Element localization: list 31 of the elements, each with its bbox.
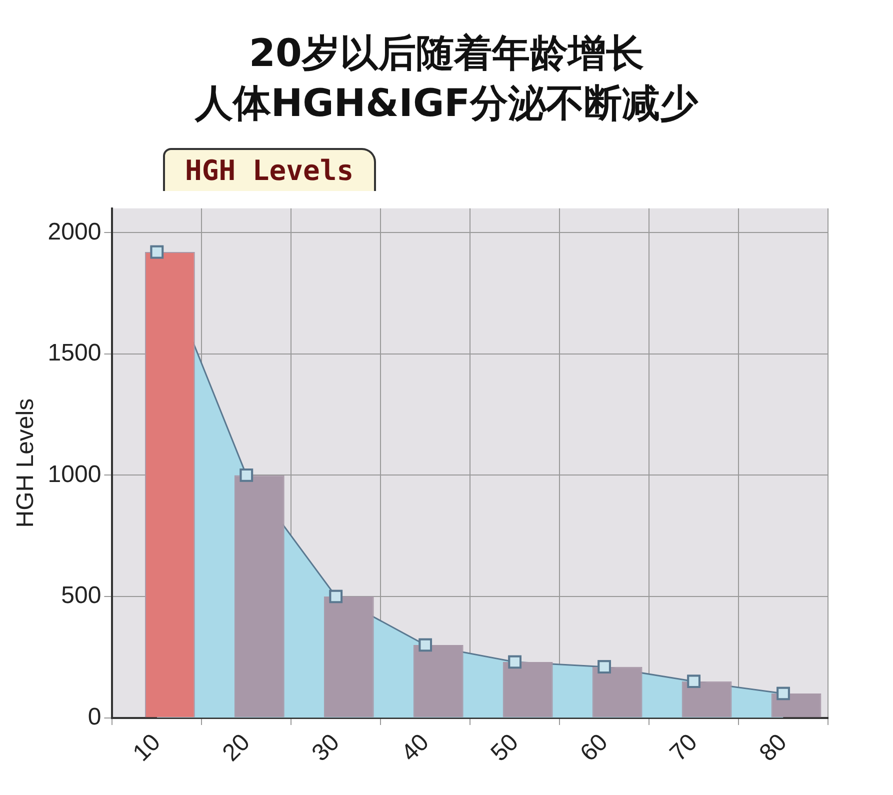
point: [508, 655, 522, 669]
x-tick-label: 70: [664, 728, 703, 767]
point: [418, 638, 432, 652]
chart-title: 20岁以后随着年龄增长: [248, 30, 645, 77]
bar: [592, 666, 642, 718]
chart-subtitle: 人体HGH&IGF分泌不断减少: [194, 80, 700, 127]
bar: [413, 644, 464, 718]
point: [598, 660, 611, 674]
y-tick-label: 500: [61, 582, 102, 610]
x-tick-label: 80: [754, 728, 792, 767]
point: [687, 674, 700, 688]
y-tick-label: 0: [88, 703, 102, 730]
bar: [771, 694, 822, 718]
bar: [324, 596, 374, 718]
y-axis-title: HGH Levels: [12, 398, 40, 528]
y-tick-label: 1000: [48, 460, 102, 488]
point: [240, 468, 254, 482]
point: [329, 590, 343, 604]
bar: [502, 662, 553, 718]
x-tick-label: 20: [217, 728, 256, 767]
point: [776, 686, 790, 700]
x-tick-label: 30: [306, 728, 345, 767]
bar: [682, 681, 732, 718]
x-tick-label: 40: [396, 728, 434, 767]
y-tick-label: 1500: [48, 340, 102, 367]
bar: [234, 475, 284, 718]
point: [150, 245, 164, 259]
x-tick-label: 50: [486, 728, 524, 767]
y-tick-label: 2000: [48, 218, 102, 246]
x-tick-label: 10: [128, 728, 166, 767]
x-tick-label: 60: [575, 728, 614, 767]
